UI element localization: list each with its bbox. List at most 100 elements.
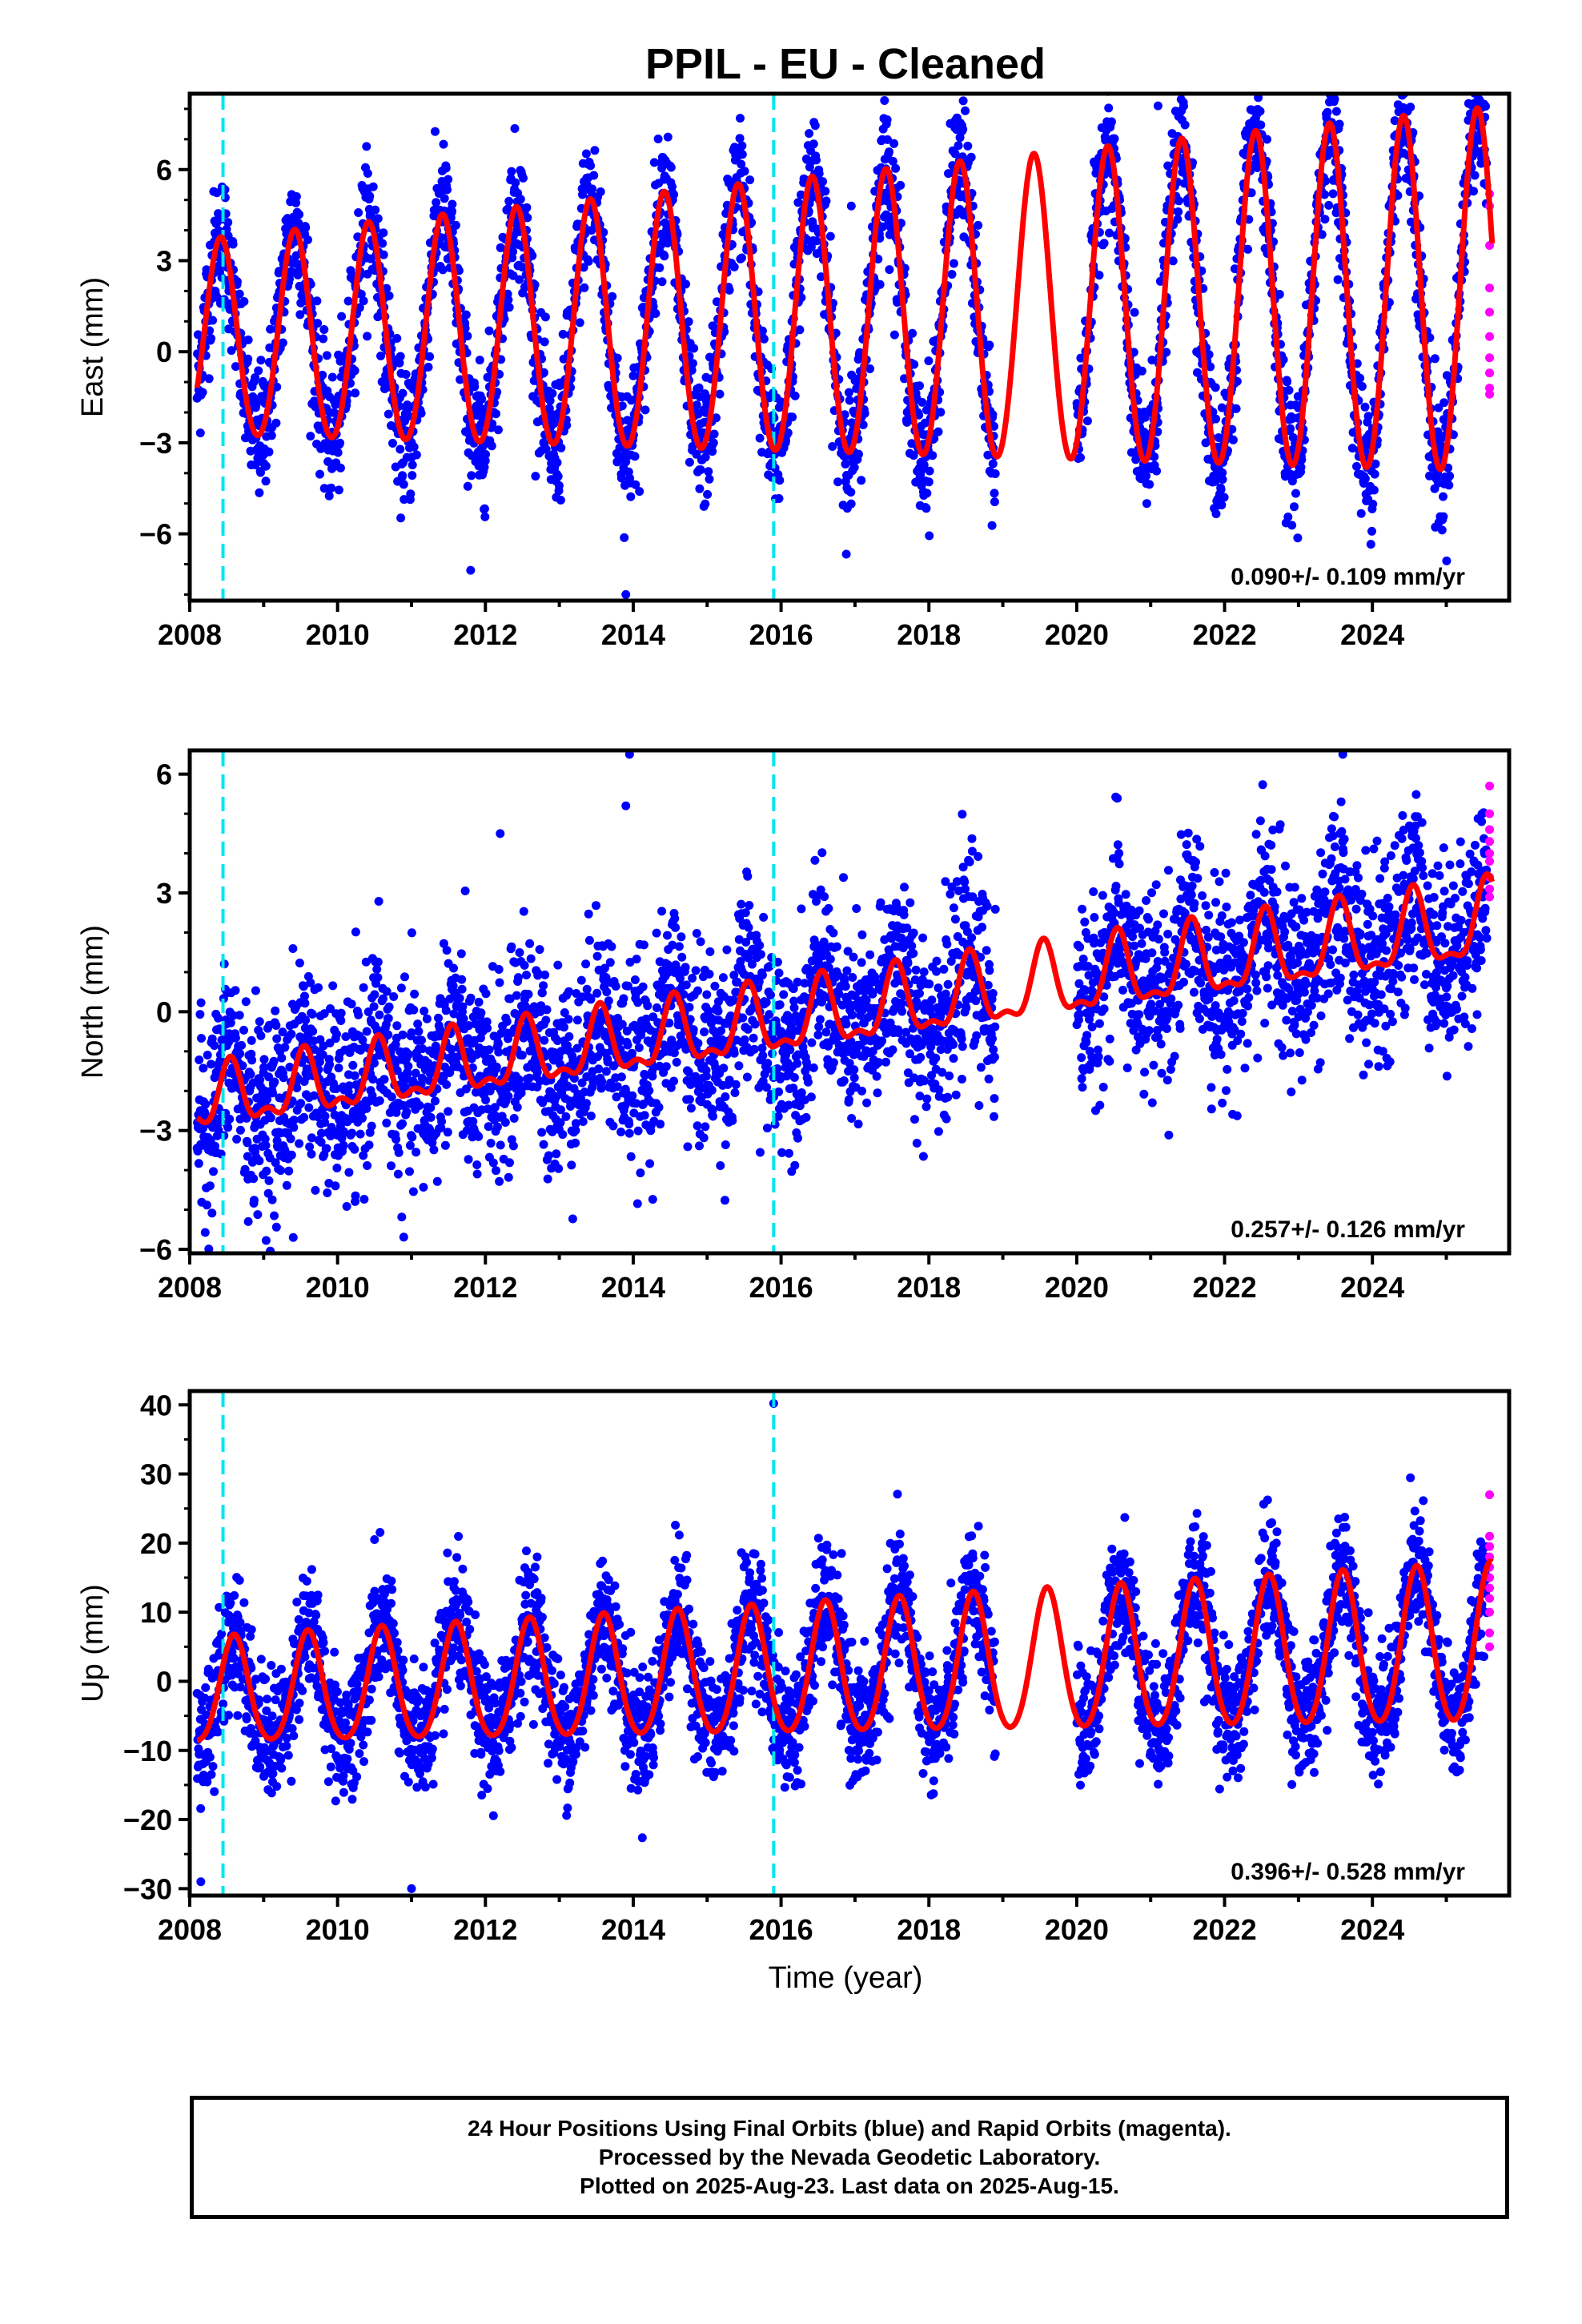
- north-point: [287, 1150, 296, 1160]
- east-point: [255, 488, 264, 497]
- east-point: [384, 291, 394, 300]
- east-point: [1480, 51, 1488, 60]
- east-point: [376, 352, 385, 360]
- east-point: [319, 334, 328, 344]
- north-point: [581, 1099, 591, 1108]
- north-point: [415, 1100, 424, 1110]
- east-point: [388, 439, 397, 448]
- east-point: [272, 382, 282, 392]
- east-point: [1104, 103, 1114, 113]
- east-point: [243, 335, 253, 344]
- east-point: [783, 428, 793, 437]
- north-point: [384, 1002, 394, 1011]
- north-point: [359, 1195, 369, 1204]
- east-point: [958, 125, 968, 134]
- north-point: [504, 1092, 513, 1101]
- east-point: [396, 444, 405, 454]
- east-point: [1180, 120, 1190, 130]
- east-rapid-point: [1485, 332, 1495, 341]
- east-point: [227, 346, 236, 356]
- east-point: [558, 329, 568, 339]
- north-point: [414, 1027, 424, 1036]
- north-point: [225, 1114, 235, 1124]
- east-point: [1444, 480, 1454, 490]
- north-point: [334, 1063, 343, 1073]
- east-y-tick-label: 0: [156, 336, 172, 368]
- north-point: [288, 944, 298, 953]
- east-point: [696, 465, 705, 475]
- north-point: [331, 1181, 340, 1191]
- north-point: [336, 1008, 346, 1018]
- east-point: [740, 167, 749, 176]
- north-point: [561, 1112, 571, 1121]
- east-point: [315, 469, 324, 479]
- east-point: [198, 388, 207, 397]
- east-point: [477, 394, 487, 404]
- east-point: [1439, 512, 1448, 521]
- east-point: [1283, 513, 1293, 521]
- east-point: [857, 476, 866, 485]
- north-point: [262, 1166, 271, 1176]
- east-point: [1105, 228, 1114, 238]
- east-point: [825, 231, 835, 241]
- north-point: [476, 1008, 486, 1018]
- north-point: [370, 990, 379, 999]
- east-point: [631, 480, 640, 489]
- north-point: [270, 1211, 279, 1220]
- east-point: [958, 96, 968, 106]
- east-point: [523, 213, 532, 223]
- north-point: [568, 1214, 577, 1224]
- east-point: [264, 447, 274, 456]
- north-point: [572, 1015, 582, 1025]
- east-x-tick-label: 2024: [1340, 618, 1404, 651]
- east-point: [1099, 239, 1109, 248]
- north-point: [231, 1033, 240, 1043]
- east-point: [256, 468, 265, 477]
- east-rapid-point: [1485, 308, 1495, 317]
- north-point: [410, 989, 420, 999]
- north-point: [277, 1053, 287, 1063]
- east-point: [914, 410, 924, 420]
- east-point: [925, 531, 934, 541]
- east-point: [737, 141, 747, 151]
- north-point: [484, 1045, 494, 1055]
- east-point: [504, 204, 512, 214]
- east-point: [1323, 107, 1332, 117]
- east-point: [987, 521, 997, 530]
- east-point: [909, 360, 919, 369]
- north-point: [493, 1039, 503, 1048]
- east-point: [990, 489, 999, 498]
- east-point: [480, 462, 489, 472]
- east-point: [438, 265, 448, 275]
- east-point: [1363, 412, 1373, 421]
- north-point: [508, 1141, 518, 1151]
- east-point: [1357, 382, 1367, 391]
- east-point: [616, 473, 626, 483]
- north-point: [466, 993, 476, 1003]
- north-point: [472, 1169, 482, 1179]
- east-point: [448, 199, 457, 209]
- east-point: [705, 474, 714, 484]
- east-point: [467, 471, 476, 480]
- north-point: [383, 1030, 393, 1039]
- east-point: [1475, 50, 1484, 59]
- north-point: [554, 1164, 564, 1173]
- east-point: [961, 106, 970, 115]
- north-point: [449, 963, 458, 973]
- east-point: [318, 370, 327, 380]
- north-point: [526, 954, 536, 963]
- east-point: [480, 456, 490, 465]
- north-point: [261, 1140, 271, 1150]
- north-point: [556, 1105, 565, 1115]
- east-point: [589, 171, 599, 180]
- east-point: [481, 449, 491, 459]
- east-x-tick-label: 2022: [1193, 618, 1257, 651]
- east-point: [841, 549, 851, 559]
- east-rapid-point: [1485, 283, 1495, 293]
- east-point: [1287, 521, 1297, 530]
- east-point: [1400, 55, 1409, 64]
- east-point: [759, 334, 769, 344]
- east-point: [355, 303, 364, 312]
- east-rapid-point: [1485, 368, 1495, 378]
